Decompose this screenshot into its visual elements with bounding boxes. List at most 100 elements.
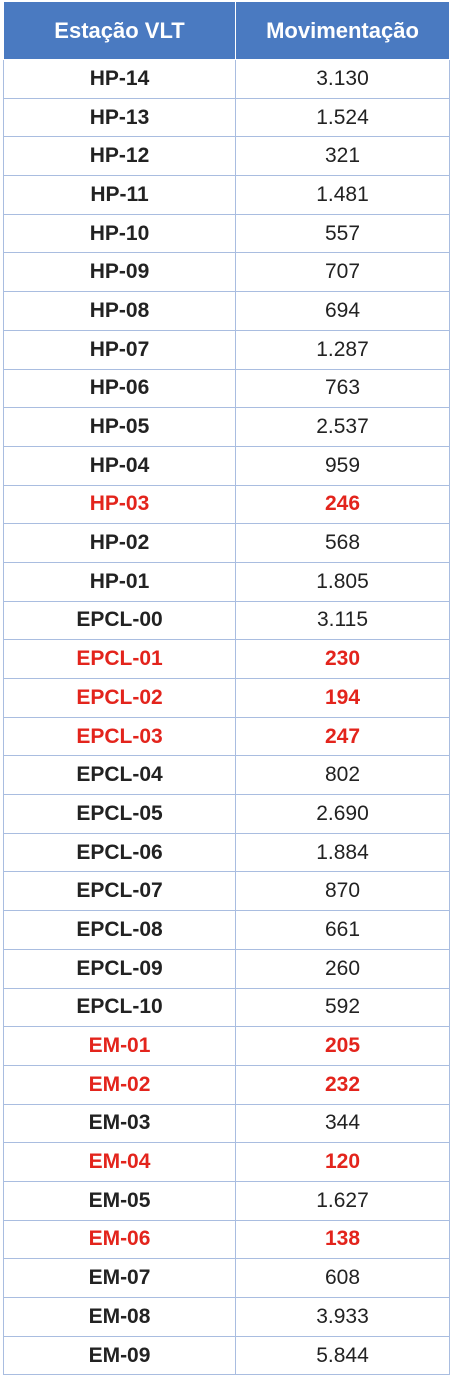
station-cell: HP-12 — [3, 136, 236, 177]
station-cell: HP-09 — [3, 252, 236, 293]
header-movement: Movimentação — [235, 1, 450, 60]
station-cell: EM-07 — [3, 1258, 236, 1298]
station-cell: EM-06 — [3, 1219, 236, 1260]
movement-cell: 3.115 — [235, 600, 450, 641]
station-cell: HP-01 — [3, 561, 236, 602]
movement-cell: 247 — [235, 716, 450, 757]
table-row: EPCL-06 1.884 — [3, 832, 450, 873]
station-cell: EPCL-05 — [3, 794, 236, 834]
movement-cell: 5.844 — [235, 1335, 450, 1376]
movement-cell: 3.933 — [235, 1297, 450, 1337]
station-cell: EM-03 — [3, 1103, 236, 1144]
table-row: EPCL-01 230 — [3, 639, 450, 679]
station-cell: EPCL-00 — [3, 600, 236, 641]
station-cell: EM-04 — [3, 1142, 236, 1182]
station-cell: HP-02 — [3, 523, 236, 563]
table-row: HP-12 321 — [3, 136, 450, 177]
station-cell: HP-14 — [3, 59, 236, 99]
station-cell: EM-08 — [3, 1297, 236, 1337]
table-row: EPCL-05 2.690 — [3, 794, 450, 834]
table-row: EPCL-08 661 — [3, 910, 450, 950]
station-cell: EM-05 — [3, 1180, 236, 1221]
table-row: EM-04 120 — [3, 1142, 450, 1182]
station-cell: HP-08 — [3, 291, 236, 331]
movement-cell: 260 — [235, 948, 450, 989]
station-cell: HP-03 — [3, 484, 236, 525]
header-row: Estação VLT Movimentação — [3, 1, 450, 60]
table-row: HP-10 557 — [3, 213, 450, 254]
station-cell: EM-02 — [3, 1064, 236, 1105]
movement-cell: 230 — [235, 639, 450, 679]
table-row: EM-09 5.844 — [3, 1335, 450, 1376]
station-movement-table: Estação VLT Movimentação HP-14 3.130 HP-13… — [3, 1, 450, 1376]
table-row: HP-04 959 — [3, 445, 450, 486]
table-row: EPCL-02 194 — [3, 678, 450, 718]
movement-cell: 1.524 — [235, 97, 450, 138]
movement-cell: 557 — [235, 213, 450, 254]
table-row: HP-03 246 — [3, 484, 450, 525]
table-row: EPCL-07 870 — [3, 871, 450, 912]
movement-cell: 1.805 — [235, 561, 450, 602]
table-row: HP-11 1.481 — [3, 175, 450, 215]
station-cell: EM-01 — [3, 1026, 236, 1066]
movement-cell: 1.287 — [235, 329, 450, 370]
header-station: Estação VLT — [3, 1, 236, 60]
movement-cell: 763 — [235, 368, 450, 409]
table-row: EPCL-10 592 — [3, 987, 450, 1028]
movement-cell: 120 — [235, 1142, 450, 1182]
movement-cell: 138 — [235, 1219, 450, 1260]
movement-cell: 1.884 — [235, 832, 450, 873]
table-row: HP-08 694 — [3, 291, 450, 331]
movement-cell: 205 — [235, 1026, 450, 1066]
table-row: EPCL-00 3.115 — [3, 600, 450, 641]
station-cell: HP-06 — [3, 368, 236, 409]
table-row: EM-01 205 — [3, 1026, 450, 1066]
station-cell: EPCL-01 — [3, 639, 236, 679]
movement-cell: 246 — [235, 484, 450, 525]
station-cell: EPCL-06 — [3, 832, 236, 873]
movement-cell: 568 — [235, 523, 450, 563]
table-row: EPCL-04 802 — [3, 755, 450, 796]
table-row: EM-05 1.627 — [3, 1180, 450, 1221]
table-row: EM-07 608 — [3, 1258, 450, 1298]
table-row: HP-09 707 — [3, 252, 450, 293]
table-body: HP-14 3.130 HP-13 1.524 HP-12 321 HP-11 1.481 HP… — [3, 59, 450, 1376]
station-cell: EPCL-07 — [3, 871, 236, 912]
movement-cell: 1.481 — [235, 175, 450, 215]
station-cell: EPCL-02 — [3, 678, 236, 718]
table-row: HP-02 568 — [3, 523, 450, 563]
table-row: HP-07 1.287 — [3, 329, 450, 370]
movement-cell: 3.130 — [235, 59, 450, 99]
movement-cell: 661 — [235, 910, 450, 950]
movement-cell: 232 — [235, 1064, 450, 1105]
movement-cell: 707 — [235, 252, 450, 293]
station-cell: HP-04 — [3, 445, 236, 486]
movement-cell: 694 — [235, 291, 450, 331]
table-row: EM-06 138 — [3, 1219, 450, 1260]
movement-cell: 2.537 — [235, 407, 450, 447]
table-row: HP-06 763 — [3, 368, 450, 409]
station-cell: HP-07 — [3, 329, 236, 370]
table-row: EPCL-03 247 — [3, 716, 450, 757]
station-cell: EPCL-09 — [3, 948, 236, 989]
movement-cell: 959 — [235, 445, 450, 486]
table-row: HP-14 3.130 — [3, 59, 450, 99]
table-row: EPCL-09 260 — [3, 948, 450, 989]
movement-cell: 344 — [235, 1103, 450, 1144]
movement-cell: 2.690 — [235, 794, 450, 834]
station-cell: EPCL-04 — [3, 755, 236, 796]
table-row: EM-08 3.933 — [3, 1297, 450, 1337]
movement-cell: 1.627 — [235, 1180, 450, 1221]
table-container: Estação VLT Movimentação HP-14 3.130 HP-13… — [3, 1, 450, 1376]
station-cell: EPCL-08 — [3, 910, 236, 950]
movement-cell: 608 — [235, 1258, 450, 1298]
station-cell: EPCL-03 — [3, 716, 236, 757]
table-row: EM-03 344 — [3, 1103, 450, 1144]
station-cell: EM-09 — [3, 1335, 236, 1376]
station-cell: HP-11 — [3, 175, 236, 215]
movement-cell: 592 — [235, 987, 450, 1028]
station-cell: EPCL-10 — [3, 987, 236, 1028]
station-cell: HP-05 — [3, 407, 236, 447]
station-cell: HP-13 — [3, 97, 236, 138]
table-row: HP-05 2.537 — [3, 407, 450, 447]
